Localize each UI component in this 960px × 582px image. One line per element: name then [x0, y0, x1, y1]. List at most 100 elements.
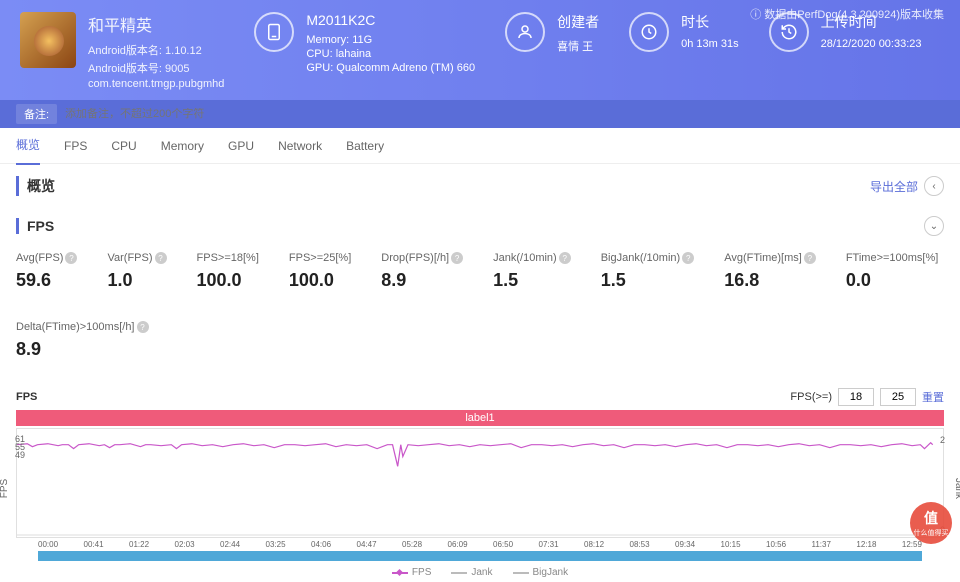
header: 和平精英 Android版本名: 1.10.12 Android版本号: 900…: [0, 0, 960, 100]
export-all[interactable]: 导出全部 ‹: [870, 176, 944, 196]
metric-value: 100.0: [289, 270, 351, 291]
fps-section: FPS ⌄ Avg(FPS)? 59.6 Var(FPS)? 1.0 FPS>=18[%…: [0, 216, 960, 388]
user-icon: [505, 12, 545, 52]
metric-value: 59.6: [16, 270, 77, 291]
fps-title: FPS: [16, 218, 54, 234]
help-icon[interactable]: ?: [451, 252, 463, 264]
y-label-left: FPS: [0, 479, 10, 498]
y-axis-left: 61 55 49: [15, 429, 25, 537]
metric-label: FTime>=100ms[%]: [846, 252, 939, 264]
tab-cpu[interactable]: CPU: [111, 129, 136, 163]
metric-label: FPS>=25[%]: [289, 252, 351, 264]
metric-label: Jank(/10min)?: [493, 252, 571, 264]
android-code: Android版本号: 9005: [88, 60, 224, 76]
tab-gpu[interactable]: GPU: [228, 129, 254, 163]
creator-value: 喜情 王: [557, 38, 599, 54]
metrics-row: Avg(FPS)? 59.6 Var(FPS)? 1.0 FPS>=18[%] 100.0…: [16, 244, 944, 376]
metric-label: FPS>=18[%]: [197, 252, 259, 264]
fps-controls: FPS(>=) 重置: [790, 388, 944, 406]
duration-label: 时长: [681, 12, 738, 32]
metric-value: 8.9: [16, 339, 149, 360]
x-axis: 00:0000:4101:2202:0302:4403:2504:0604:47…: [16, 538, 944, 549]
metric: FPS>=25[%] 100.0: [289, 252, 351, 291]
fps-chart[interactable]: FPS Jank 61 55 49 2 0: [16, 428, 944, 538]
metric: Jank(/10min)? 1.5: [493, 252, 571, 291]
chart-svg: [17, 429, 943, 537]
metric: FPS>=18[%] 100.0: [197, 252, 259, 291]
metric-label: Avg(FTime)[ms]?: [724, 252, 816, 264]
help-icon[interactable]: ?: [137, 321, 149, 333]
export-icon[interactable]: ‹: [924, 176, 944, 196]
metric: Var(FPS)? 1.0: [107, 252, 166, 291]
y-axis-right: 2: [940, 435, 945, 445]
remark-input[interactable]: [65, 108, 365, 120]
chart-title: FPS: [16, 391, 37, 403]
remark-label: 备注:: [16, 104, 57, 124]
tab-network[interactable]: Network: [278, 129, 322, 163]
device-gpu: GPU: Qualcomm Adreno (TM) 660: [306, 62, 475, 74]
tab-fps[interactable]: FPS: [64, 129, 87, 163]
tab-memory[interactable]: Memory: [161, 129, 204, 163]
metric-label: BigJank(/10min)?: [601, 252, 694, 264]
metric-value: 1.0: [107, 270, 166, 291]
metric-label: Avg(FPS)?: [16, 252, 77, 264]
app-title: 和平精英: [88, 12, 224, 36]
metric-value: 1.5: [493, 270, 571, 291]
metric-label: Drop(FPS)[/h]?: [381, 252, 463, 264]
fps-input-2[interactable]: [880, 388, 916, 406]
duration-value: 0h 13m 31s: [681, 38, 738, 50]
scrollbar-thumb[interactable]: [38, 551, 922, 561]
metric: Avg(FTime)[ms]? 16.8: [724, 252, 816, 291]
creator-block: 创建者 喜情 王: [505, 12, 599, 88]
upload-block: 上传时间 28/12/2020 00:33:23: [769, 12, 922, 88]
watermark: 值 什么值得买: [910, 502, 952, 544]
chart-area: FPS FPS(>=) 重置 label1 FPS Jank 61 55 49 …: [0, 388, 960, 582]
device-block: M2011K2C Memory: 11G CPU: lahaina GPU: Q…: [254, 12, 475, 88]
export-label: 导出全部: [870, 178, 918, 195]
help-icon[interactable]: ?: [682, 252, 694, 264]
source-note: ⓘ 数据由PerfDog(4.3.200924)版本收集: [750, 6, 944, 22]
metric-label: Delta(FTime)>100ms[/h]?: [16, 321, 149, 333]
reset-button[interactable]: 重置: [922, 389, 944, 405]
metric-value: 0.0: [846, 270, 939, 291]
device-icon: [254, 12, 294, 52]
device-cpu: CPU: lahaina: [306, 48, 475, 60]
metric-value: 16.8: [724, 270, 816, 291]
metric-value: 100.0: [197, 270, 259, 291]
fps-threshold-label: FPS(>=): [790, 391, 832, 403]
overview-title: 概览: [16, 176, 55, 196]
tab-overview[interactable]: 概览: [16, 126, 40, 165]
collapse-icon[interactable]: ⌄: [924, 216, 944, 236]
package-name: com.tencent.tmgp.pubgmhd: [88, 78, 224, 90]
help-icon[interactable]: ?: [65, 252, 77, 264]
device-memory: Memory: 11G: [306, 34, 475, 46]
fps-input-1[interactable]: [838, 388, 874, 406]
help-icon[interactable]: ?: [559, 252, 571, 264]
tab-battery[interactable]: Battery: [346, 129, 384, 163]
metric: Drop(FPS)[/h]? 8.9: [381, 252, 463, 291]
app-info: 和平精英 Android版本名: 1.10.12 Android版本号: 900…: [88, 12, 224, 88]
legend-jank[interactable]: Jank: [451, 567, 492, 578]
metric: BigJank(/10min)?1.5: [601, 252, 694, 291]
app-icon: [20, 12, 76, 68]
chart-scrollbar[interactable]: [38, 551, 922, 561]
legend-fps[interactable]: FPS: [392, 567, 431, 578]
remark-bar: 备注:: [0, 100, 960, 128]
overview-section: 概览 导出全部 ‹: [0, 164, 960, 216]
metric: Avg(FPS)? 59.6: [16, 252, 77, 291]
clock-icon: [629, 12, 669, 52]
y-label-right: Jank: [953, 478, 960, 499]
legend-bigjank[interactable]: BigJank: [513, 567, 569, 578]
android-version: Android版本名: 1.10.12: [88, 42, 224, 58]
metric-label: Var(FPS)?: [107, 252, 166, 264]
metric: FTime>=100ms[%] 0.0: [846, 252, 939, 291]
chart-label1: label1: [16, 410, 944, 426]
chart-legend: FPS Jank BigJank: [16, 563, 944, 582]
device-name: M2011K2C: [306, 12, 475, 28]
metric-value: 8.9: [381, 270, 463, 291]
metric: Delta(FTime)>100ms[/h]? 8.9: [16, 321, 149, 360]
help-icon[interactable]: ?: [804, 252, 816, 264]
duration-block: 时长 0h 13m 31s: [629, 12, 738, 88]
help-icon[interactable]: ?: [155, 252, 167, 264]
tabs: 概览 FPS CPU Memory GPU Network Battery: [0, 128, 960, 164]
